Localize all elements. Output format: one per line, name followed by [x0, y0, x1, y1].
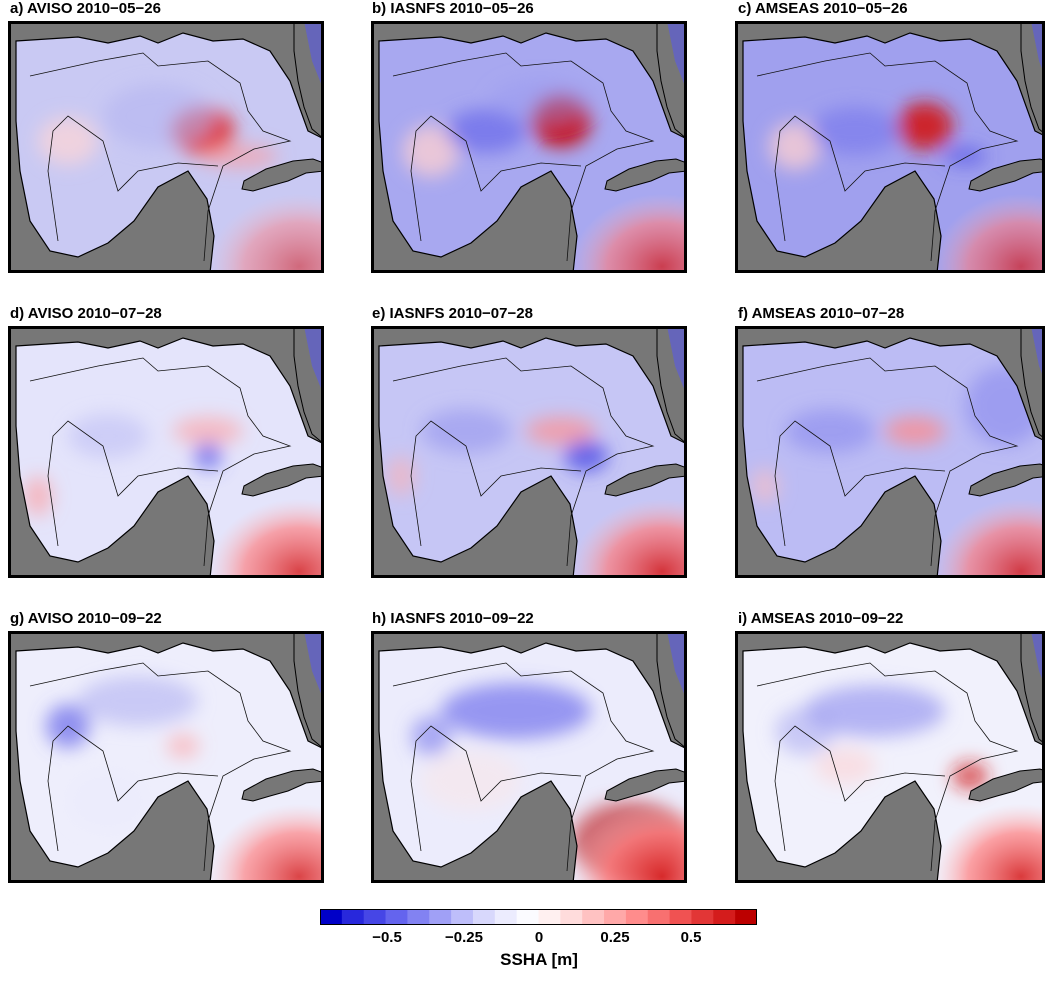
- panel-frame: [735, 326, 1045, 578]
- colorbar-swatch: [407, 909, 430, 925]
- colorbar-swatch: [669, 909, 692, 925]
- colorbar-swatch: [560, 909, 583, 925]
- panel-title-i: i) AMSEAS 2010−09−22: [738, 610, 904, 627]
- colorbar-gradient: [320, 909, 757, 925]
- cuba-land: [241, 463, 324, 497]
- panel-title-b: b) IASNFS 2010−05−26: [372, 0, 534, 17]
- map-panel-f: [735, 326, 1045, 578]
- map-panel-b: [371, 21, 687, 273]
- colorbar-swatch: [494, 909, 518, 925]
- colorbar-swatch: [429, 909, 452, 925]
- coastline: [742, 642, 1045, 883]
- shelf-contour: [392, 357, 655, 567]
- panel-frame: [8, 631, 324, 883]
- shelf-contour: [29, 662, 292, 872]
- shelf-contour: [392, 52, 655, 262]
- colorbar-swatch: [516, 909, 539, 925]
- shelf-contour: [756, 662, 1019, 872]
- cuba-land: [604, 768, 687, 802]
- coastline: [378, 642, 687, 883]
- colorbar-swatch: [713, 909, 736, 925]
- colorbar-swatch: [604, 909, 627, 925]
- panel-title-a: a) AVISO 2010−05−26: [10, 0, 161, 17]
- coastline: [742, 337, 1045, 578]
- coastline: [15, 337, 324, 578]
- panel-frame: [8, 21, 324, 273]
- panel-title-e: e) IASNFS 2010−07−28: [372, 305, 533, 322]
- panel-title-c: c) AMSEAS 2010−05−26: [738, 0, 908, 17]
- cuba-land: [604, 463, 687, 497]
- shelf-contour: [756, 52, 1019, 262]
- colorbar-label: SSHA [m]: [500, 950, 578, 969]
- colorbar-swatch: [341, 909, 365, 925]
- coastline: [378, 32, 687, 273]
- map-panel-i: [735, 631, 1045, 883]
- coastline: [378, 337, 687, 578]
- colorbar-swatch: [691, 909, 714, 925]
- colorbar-swatch: [625, 909, 649, 925]
- colorbar-tick-4: 0.25: [600, 929, 630, 946]
- shelf-contour: [756, 357, 1019, 567]
- panel-title-f: f) AMSEAS 2010−07−28: [738, 305, 905, 322]
- colorbar-tick-5: 0.5: [680, 929, 702, 946]
- map-panel-d: [8, 326, 324, 578]
- panel-title-g: g) AVISO 2010−09−22: [10, 610, 162, 627]
- colorbar-swatch: [472, 909, 496, 925]
- map-panel-e: [371, 326, 687, 578]
- colorbar-swatch: [647, 909, 671, 925]
- cuba-land: [241, 158, 324, 192]
- panel-frame: [735, 21, 1045, 273]
- coastline: [742, 32, 1045, 273]
- cuba-land: [604, 158, 687, 192]
- colorbar-swatch: [320, 909, 343, 925]
- colorbar-swatch: [385, 909, 408, 925]
- ssha-field: [379, 643, 687, 883]
- map-panel-g: [8, 631, 324, 883]
- panel-frame: [371, 326, 687, 578]
- shelf-contour: [392, 662, 655, 872]
- colorbar-swatch: [363, 909, 387, 925]
- colorbar-swatch: [538, 909, 561, 925]
- panel-frame: [371, 631, 687, 883]
- panel-frame: [8, 326, 324, 578]
- map-panel-h: [371, 631, 687, 883]
- colorbar-swatch: [735, 909, 757, 925]
- coastline: [15, 642, 324, 883]
- panel-title-h: h) IASNFS 2010−09−22: [372, 610, 534, 627]
- map-panel-a: [8, 21, 324, 273]
- colorbar-tick-2: −0.25: [445, 929, 483, 946]
- shelf-contour: [29, 52, 292, 262]
- colorbar-tick-3: 0: [534, 929, 544, 946]
- shelf-contour: [29, 357, 292, 567]
- colorbar-tick-1: −0.5: [372, 929, 402, 946]
- coastline: [15, 32, 324, 273]
- map-panel-c: [735, 21, 1045, 273]
- panel-title-d: d) AVISO 2010−07−28: [10, 305, 162, 322]
- panel-frame: [371, 21, 687, 273]
- panel-frame: [735, 631, 1045, 883]
- colorbar-swatch: [451, 909, 474, 925]
- colorbar-swatch: [582, 909, 605, 925]
- cuba-land: [241, 768, 324, 802]
